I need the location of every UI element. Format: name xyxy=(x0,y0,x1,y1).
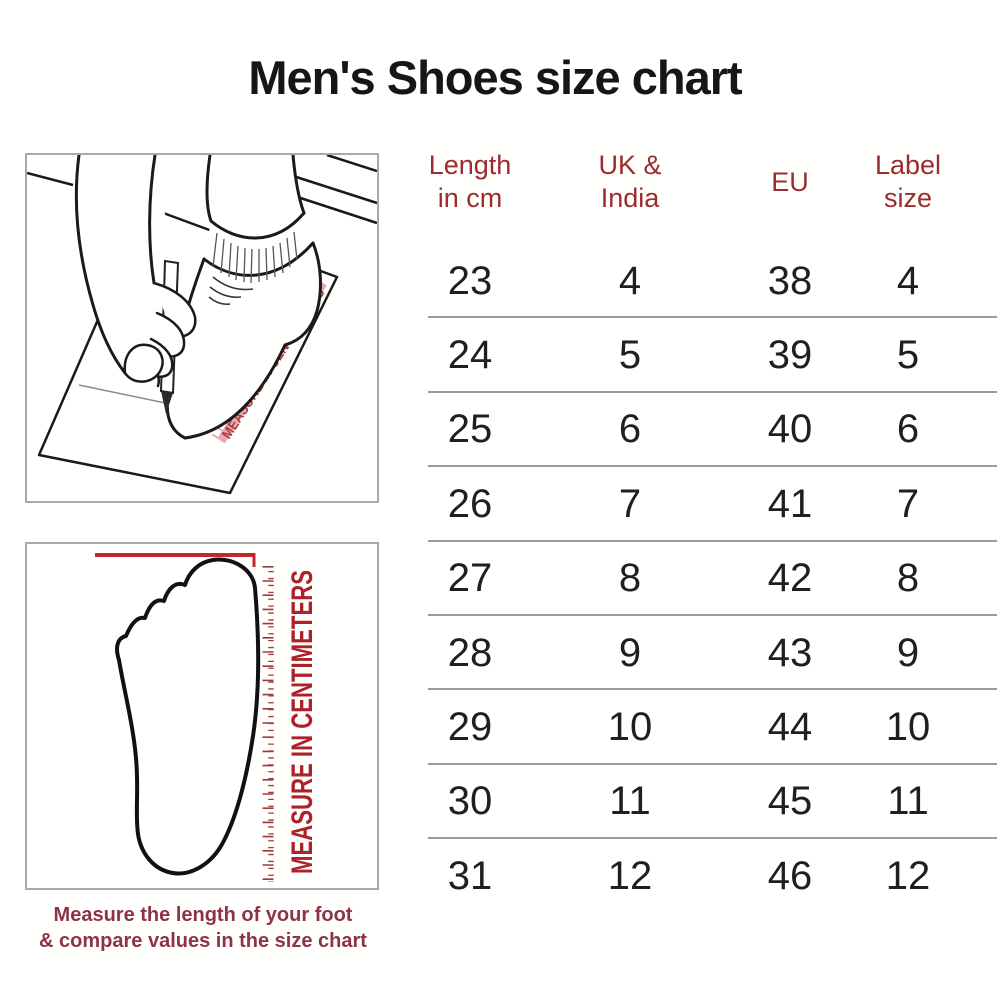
table-row: 29 10 44 10 xyxy=(427,690,997,766)
table-cell: 11 xyxy=(887,779,929,824)
table-cell: 10 xyxy=(607,705,653,750)
page-title: Men's Shoes size chart xyxy=(248,51,742,104)
table-cell: 5 xyxy=(896,333,920,378)
table-cell: 10 xyxy=(885,705,931,750)
table-cell: 23 xyxy=(447,258,493,303)
table-cell: 30 xyxy=(447,779,493,824)
table-cell: 4 xyxy=(896,258,920,303)
table-cell: 6 xyxy=(896,407,920,452)
table-row: 23 4 38 4 xyxy=(427,244,997,319)
size-table: Length in cm UK & India EU Label size 23… xyxy=(427,140,997,914)
table-cell: 6 xyxy=(618,407,642,452)
hand-drawing xyxy=(74,155,197,414)
sock-folds xyxy=(208,276,254,305)
table-cell: 39 xyxy=(767,333,813,378)
table-cell: 12 xyxy=(885,853,931,898)
foot-outline xyxy=(115,557,261,876)
table-cell: 24 xyxy=(447,333,493,378)
table-cell: 41 xyxy=(767,481,813,526)
table-row: 25 6 40 6 xyxy=(427,393,997,468)
table-cell: 8 xyxy=(896,556,920,601)
table-cell: 8 xyxy=(618,556,642,601)
measure-instruction-caption: Measure the length of your foot & compar… xyxy=(39,904,367,952)
table-cell: 25 xyxy=(447,407,493,452)
table-cell: 31 xyxy=(447,853,493,898)
measuring-illustration-box: MEASURE IN CENTIMETERS xyxy=(25,153,379,503)
table-row: 28 9 43 9 xyxy=(427,616,997,691)
table-cell: 9 xyxy=(618,630,642,675)
table-cell: 42 xyxy=(767,556,813,601)
table-cell: 12 xyxy=(607,853,653,898)
table-row: 31 12 46 12 xyxy=(427,839,997,913)
table-cell: 9 xyxy=(896,630,920,675)
table-cell: 44 xyxy=(767,705,813,750)
red-measure-line xyxy=(95,553,256,567)
table-cell: 5 xyxy=(618,333,642,378)
table-cell: 7 xyxy=(618,481,642,526)
table-cell: 7 xyxy=(896,481,920,526)
fingers xyxy=(123,281,197,388)
col-header-eu: EU xyxy=(771,166,809,197)
table-cell: 45 xyxy=(767,779,813,824)
table-cell: 40 xyxy=(767,407,813,452)
foot-ruler-illustration-box: MEASURE IN CENTIMETERS xyxy=(25,542,379,890)
sock-hatching xyxy=(212,231,298,284)
thumb xyxy=(123,343,164,383)
col-header-length-cm: Length in cm xyxy=(428,150,512,213)
table-row: 26 7 41 7 xyxy=(427,467,997,542)
table-cell: 28 xyxy=(447,630,493,675)
foot-with-sock xyxy=(165,155,322,440)
table-cell: 26 xyxy=(447,481,493,526)
table-row: 30 11 45 11 xyxy=(427,765,997,840)
col-header-uk-india: UK & India xyxy=(598,150,662,213)
ruler-label: MEASURE IN CENTIMETERS xyxy=(286,570,319,874)
table-cell: 29 xyxy=(447,705,493,750)
table-row: 27 8 42 8 xyxy=(427,542,997,617)
table-cell: 27 xyxy=(447,556,493,601)
foot-outline-drawing: MEASURE IN CENTIMETERS xyxy=(95,553,319,882)
table-row: 24 5 39 5 xyxy=(427,318,997,394)
ruler-ticks xyxy=(262,566,274,882)
size-table-header-row: Length in cm UK & India EU Label size xyxy=(427,140,997,224)
table-cell: 38 xyxy=(767,258,813,303)
col-header-label-size: Label size xyxy=(874,150,942,213)
table-cell: 43 xyxy=(767,630,813,675)
table-cell: 4 xyxy=(618,258,642,303)
hand-pencil-measuring-drawing: MEASURE IN CENTIMETERS xyxy=(27,155,377,495)
table-cell: 46 xyxy=(767,853,813,898)
table-cell: 11 xyxy=(609,779,651,824)
